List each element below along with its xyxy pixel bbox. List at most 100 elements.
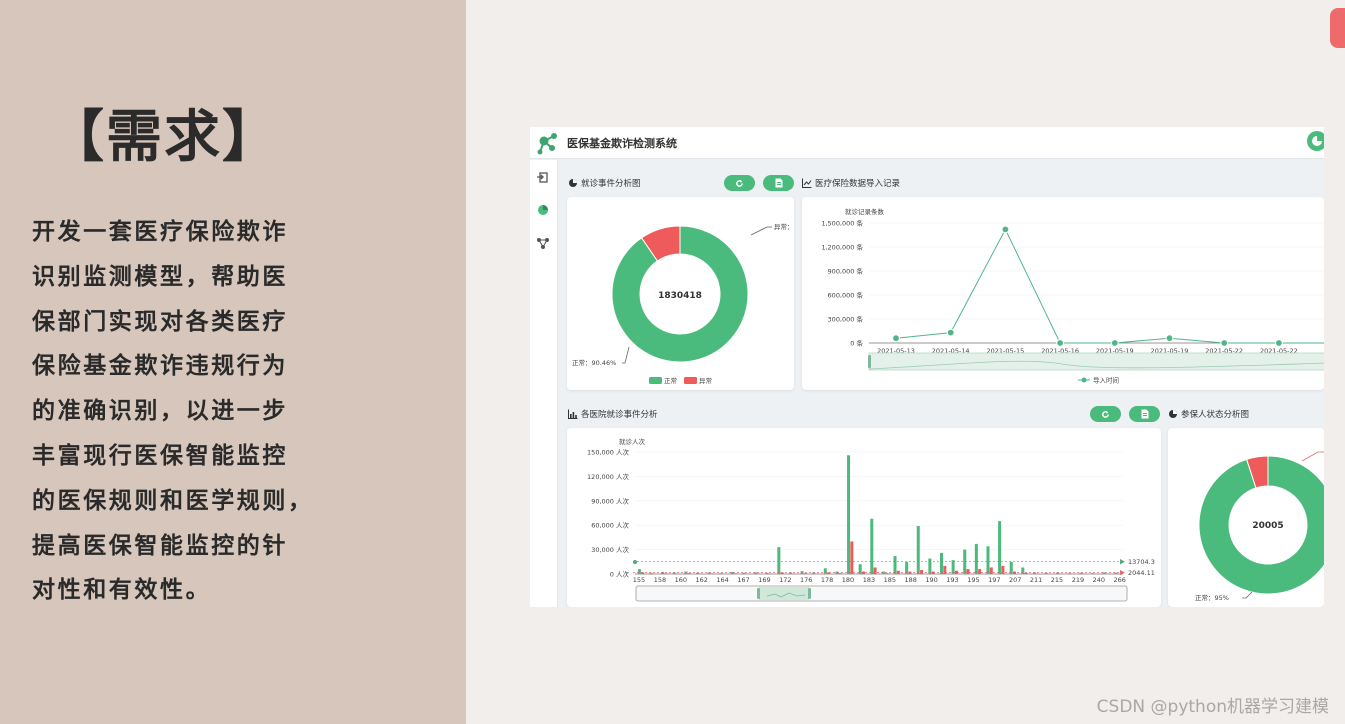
hospital-datazoom-slider[interactable] — [635, 585, 1128, 602]
bar-abnormal[interactable] — [1024, 572, 1028, 574]
legend-normal-label[interactable]: 正常 — [664, 376, 677, 385]
bar-normal[interactable] — [788, 572, 792, 574]
import-records-legend[interactable]: 导入时间 — [1093, 376, 1119, 385]
hospital-events-bar-chart: 就诊人次 150,000 人次 120,000 人次 90,000 人次 60,000… — [587, 437, 1155, 602]
bar-normal[interactable] — [637, 569, 641, 574]
bar-normal[interactable] — [672, 572, 676, 574]
bar-normal[interactable] — [742, 572, 746, 574]
bar-normal[interactable] — [940, 552, 943, 574]
bar-normal[interactable] — [754, 572, 758, 574]
bar-abnormal[interactable] — [850, 541, 854, 574]
bar-normal[interactable] — [916, 526, 920, 574]
pie-slice-normal[interactable] — [1198, 455, 1324, 595]
bar-normal[interactable] — [661, 571, 665, 574]
bar-normal[interactable] — [649, 572, 653, 574]
line-point[interactable] — [946, 328, 955, 337]
import-icon[interactable] — [536, 170, 550, 184]
bar-normal[interactable] — [719, 573, 723, 574]
bar-normal[interactable] — [870, 518, 874, 574]
bar-normal[interactable] — [974, 543, 978, 574]
bar-normal[interactable] — [998, 521, 1002, 574]
bar-normal[interactable] — [765, 573, 769, 574]
bar-normal[interactable] — [1056, 572, 1060, 574]
bar-normal[interactable] — [696, 572, 699, 574]
bar-normal[interactable] — [963, 549, 967, 574]
bar-abnormal[interactable] — [966, 569, 970, 574]
bar-abnormal[interactable] — [989, 567, 993, 574]
bar-normal[interactable] — [1114, 572, 1118, 574]
bar-abnormal[interactable] — [734, 573, 738, 574]
bar-normal[interactable] — [986, 546, 990, 574]
bar-normal[interactable] — [905, 561, 909, 574]
bar-abnormal[interactable] — [943, 565, 947, 574]
line-point[interactable] — [1220, 339, 1229, 347]
x-tick-label: 155 — [633, 576, 645, 584]
bar-normal[interactable] — [777, 547, 781, 574]
export-button[interactable] — [1129, 406, 1160, 422]
bar-normal[interactable] — [812, 572, 816, 574]
bar-abnormal[interactable] — [641, 572, 645, 574]
bar-abnormal[interactable] — [920, 569, 924, 574]
line-point[interactable] — [1110, 339, 1119, 347]
bar-abnormal[interactable] — [861, 571, 865, 574]
hospital-datazoom-handle-right[interactable] — [808, 588, 811, 599]
bar-abnormal[interactable] — [978, 569, 982, 574]
bar-normal[interactable] — [1032, 572, 1036, 574]
bar-normal[interactable] — [707, 572, 711, 574]
refresh-button[interactable] — [1090, 406, 1121, 422]
bar-normal[interactable] — [893, 556, 897, 574]
bar-abnormal[interactable] — [827, 572, 831, 574]
line-point[interactable] — [1001, 225, 1010, 234]
bar-normal[interactable] — [1009, 561, 1013, 574]
bar-normal[interactable] — [1067, 573, 1071, 574]
hospital-datazoom-handle-left[interactable] — [757, 588, 760, 599]
bar-abnormal[interactable] — [780, 572, 784, 574]
legend-abnormal-label[interactable]: 异常 — [699, 376, 712, 385]
bar-normal[interactable] — [1079, 572, 1083, 574]
hospital-datazoom-window[interactable] — [759, 587, 809, 600]
pie-slice-normal[interactable] — [611, 225, 749, 363]
bar-normal[interactable] — [1044, 572, 1048, 574]
theme-toggle-icon[interactable] — [1307, 131, 1324, 151]
bar-abnormal[interactable] — [803, 573, 807, 574]
import-datazoom-handle[interactable] — [868, 355, 871, 368]
line-point[interactable] — [892, 334, 900, 343]
y-tick-label: 60,000 人次 — [591, 521, 629, 530]
pie-slice-abnormal[interactable] — [640, 225, 681, 262]
bar-normal[interactable] — [1021, 567, 1025, 574]
file-icon — [775, 178, 782, 188]
pie-slice-abnormal[interactable] — [1246, 455, 1269, 489]
bar-abnormal[interactable] — [873, 567, 877, 574]
visit-events-title: 就诊事件分析图 — [568, 177, 641, 189]
line-point[interactable] — [1275, 339, 1283, 347]
line-point[interactable] — [1165, 334, 1174, 343]
export-button[interactable] — [763, 175, 794, 191]
bar-abnormal[interactable] — [1001, 565, 1005, 574]
bar-normal[interactable] — [1091, 573, 1095, 574]
bar-normal[interactable] — [951, 560, 955, 574]
bar-normal[interactable] — [847, 455, 851, 574]
bar-normal[interactable] — [858, 564, 862, 574]
bar-abnormal[interactable] — [885, 573, 889, 574]
bar-normal[interactable] — [881, 571, 885, 574]
bar-abnormal[interactable] — [710, 573, 714, 574]
x-tick-label: 158 — [654, 576, 666, 584]
x-tick-label: 2021-05-22 — [1260, 347, 1298, 355]
hospital-events-title: 各医院就诊事件分析 — [568, 408, 658, 420]
bar-abnormal[interactable] — [838, 573, 842, 574]
line-point[interactable] — [1056, 339, 1065, 347]
bar-abnormal[interactable] — [757, 573, 761, 574]
bar-normal[interactable] — [928, 558, 932, 574]
bar-normal[interactable] — [730, 571, 734, 574]
hospital-events-card: 就诊人次 150,000 人次 120,000 人次 90,000 人次 60,000… — [567, 428, 1161, 607]
hospital-events-ylabel: 就诊人次 — [619, 437, 646, 446]
bar-abnormal[interactable] — [687, 573, 691, 574]
bar-normal[interactable] — [823, 568, 827, 574]
bar-abnormal[interactable] — [954, 570, 958, 574]
refresh-button[interactable] — [724, 175, 755, 191]
bar-normal[interactable] — [835, 571, 839, 574]
bar-normal[interactable] — [1102, 572, 1106, 574]
bar-abnormal[interactable] — [664, 573, 668, 574]
pie-chart-icon[interactable] — [536, 203, 550, 217]
graph-icon[interactable] — [536, 236, 550, 250]
